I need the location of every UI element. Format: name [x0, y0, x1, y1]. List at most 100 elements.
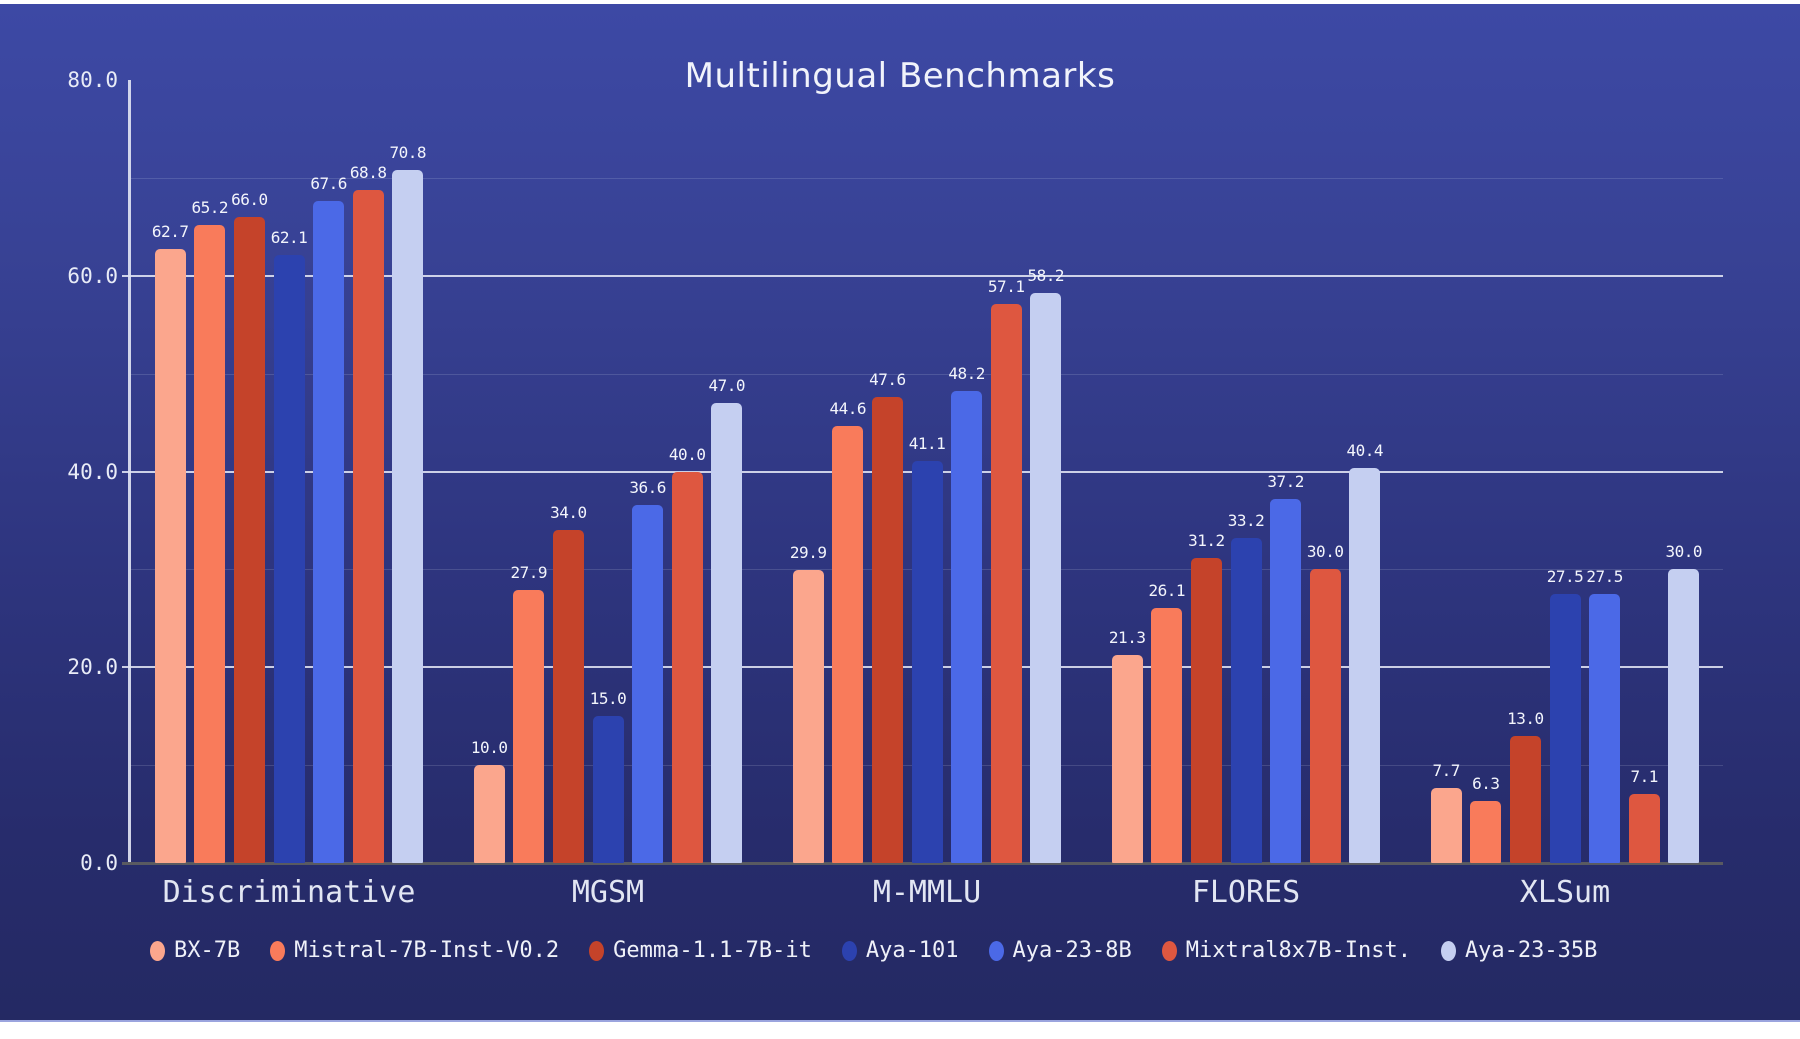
bar-value-label: 29.9	[789, 543, 827, 563]
legend-swatch	[1161, 940, 1177, 961]
bar-BX-7B-M-MMLU	[792, 570, 824, 863]
bar-Gemma-1.1-7B-it-M-MMLU	[871, 397, 903, 863]
bar-Aya-101-FLORES	[1230, 538, 1262, 863]
bar-BX-7B-FLORES	[1111, 654, 1143, 863]
bar-value-label: 62.7	[151, 222, 189, 242]
legend-label: Mistral-7B-Inst-V0.2	[294, 938, 560, 963]
legend-label: Mixtral8x7B-Inst.	[1185, 938, 1411, 963]
legend-item: Aya-101	[841, 938, 959, 963]
bar-value-label: 36.6	[629, 477, 666, 497]
legend-item: Aya-23-8B	[988, 938, 1132, 963]
legend-item: BX-7B	[150, 938, 240, 963]
bar-value-label: 65.2	[191, 197, 229, 217]
bar-Mistral-7B-Inst-V0.2-Discriminative	[194, 224, 226, 863]
legend-swatch	[150, 940, 165, 961]
bar-Aya-23-35B-FLORES	[1349, 467, 1381, 863]
bar-value-label: 70.8	[389, 143, 427, 163]
bar-value-label: 62.1	[270, 228, 308, 248]
bar-Gemma-1.1-7B-it-MGSM	[552, 530, 584, 863]
bar-value-label: 26.1	[1148, 580, 1186, 600]
bar-value-label: 30.0	[1665, 542, 1703, 562]
gridline-minor	[130, 177, 1723, 179]
chart-title: Multilingual Benchmarks	[684, 56, 1116, 96]
legend-item: Mixtral8x7B-Inst.	[1161, 938, 1411, 963]
y-tick-label: 20.0	[67, 655, 118, 680]
category-label: Discriminative	[162, 875, 416, 910]
bar-value-label: 7.7	[1432, 760, 1460, 780]
gridline-major	[122, 274, 1723, 277]
bar-Gemma-1.1-7B-it-XLSum	[1509, 735, 1541, 863]
bar-Mistral-7B-Inst-V0.2-XLSum	[1470, 801, 1502, 863]
bar-Aya-23-8B-MGSM	[632, 504, 664, 863]
bar-Aya-23-35B-M-MMLU	[1030, 293, 1062, 863]
y-tick-label: 40.0	[67, 459, 118, 484]
bar-value-label: 58.2	[1027, 266, 1065, 286]
bar-value-label: 41.1	[908, 433, 946, 453]
bar-value-label: 48.2	[948, 364, 985, 384]
bar-Aya-101-XLSum	[1549, 593, 1581, 863]
bar-value-label: 68.8	[349, 162, 387, 182]
bar-Mixtral8x7B-Inst.-FLORES	[1309, 569, 1341, 863]
bar-value-label: 66.0	[231, 190, 268, 210]
bar-BX-7B-MGSM	[473, 765, 505, 863]
bar-Mixtral8x7B-Inst.-Discriminative	[352, 189, 384, 863]
legend-label: Gemma-1.1-7B-it	[613, 938, 812, 963]
bar-value-label: 21.3	[1108, 627, 1146, 647]
bar-Aya-23-35B-Discriminative	[392, 170, 424, 863]
bar-value-label: 27.5	[1586, 566, 1623, 586]
legend-label: Aya-101	[865, 938, 959, 963]
legend-label: Aya-23-8B	[1012, 938, 1132, 963]
legend-swatch	[1440, 940, 1456, 961]
legend-label: Aya-23-35B	[1464, 938, 1598, 963]
bar-Mistral-7B-Inst-V0.2-MGSM	[513, 589, 545, 863]
bar-BX-7B-XLSum	[1430, 787, 1462, 863]
bar-value-label: 40.4	[1346, 440, 1384, 460]
bar-value-label: 27.9	[510, 562, 548, 582]
legend: BX-7B Mistral-7B-Inst-V0.2 Gemma-1.1-7B-it…	[150, 938, 1597, 963]
bar-Mixtral8x7B-Inst.-XLSum	[1628, 793, 1660, 863]
bar-Mixtral8x7B-Inst.-M-MMLU	[990, 304, 1022, 863]
bar-value-label: 13.0	[1507, 708, 1544, 728]
bar-Aya-23-8B-Discriminative	[313, 201, 345, 863]
legend-swatch	[589, 940, 605, 961]
x-axis-line	[122, 861, 1723, 865]
bar-value-label: 30.0	[1306, 542, 1344, 562]
bar-value-label: 37.2	[1267, 471, 1304, 491]
legend-swatch	[988, 940, 1004, 961]
y-tick-label: 80.0	[67, 68, 118, 92]
bar-value-label: 15.0	[589, 689, 627, 709]
bar-Mistral-7B-Inst-V0.2-FLORES	[1151, 607, 1183, 863]
y-tick-label: 0.0	[80, 851, 118, 875]
bar-Mixtral8x7B-Inst.-MGSM	[671, 471, 703, 863]
bar-BX-7B-Discriminative	[154, 249, 186, 863]
bar-value-label: 7.1	[1630, 766, 1658, 786]
legend-label: BX-7B	[174, 938, 241, 963]
bar-value-label: 34.0	[550, 503, 587, 523]
bar-value-label: 47.6	[869, 370, 906, 390]
bar-Aya-23-35B-MGSM	[711, 402, 743, 863]
bar-value-label: 10.0	[470, 738, 508, 758]
bar-value-label: 31.2	[1188, 530, 1225, 550]
bar-Gemma-1.1-7B-it-FLORES	[1190, 557, 1222, 863]
category-label: FLORES	[1191, 875, 1301, 910]
bar-value-label: 67.6	[310, 174, 347, 194]
bar-value-label: 57.1	[987, 277, 1025, 297]
category-label: MGSM	[571, 875, 645, 910]
legend-item: Aya-23-35B	[1440, 938, 1598, 963]
legend-item: Mistral-7B-Inst-V0.2	[270, 938, 559, 963]
category-label: XLSum	[1519, 875, 1611, 910]
bar-Aya-101-MGSM	[592, 716, 624, 863]
category-label: M-MMLU	[872, 875, 982, 910]
bar-value-label: 40.0	[668, 444, 706, 464]
bar-Aya-23-8B-FLORES	[1270, 498, 1302, 863]
bar-value-label: 44.6	[829, 399, 867, 419]
legend-item: Gemma-1.1-7B-it	[589, 938, 812, 963]
bar-Gemma-1.1-7B-it-Discriminative	[233, 217, 265, 863]
bar-value-label: 6.3	[1472, 774, 1500, 794]
y-axis-line	[128, 80, 131, 863]
y-tick-label: 60.0	[67, 263, 118, 288]
bar-Aya-101-M-MMLU	[911, 460, 943, 863]
gridline-minor	[130, 373, 1723, 375]
bar-Aya-23-8B-M-MMLU	[951, 391, 983, 863]
